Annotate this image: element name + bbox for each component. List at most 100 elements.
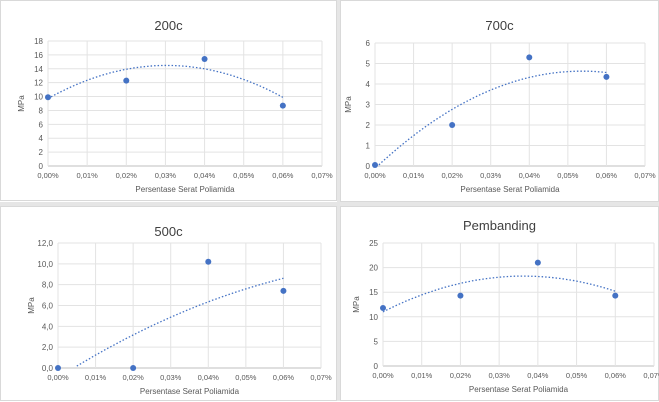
data-point	[279, 102, 286, 109]
y-tick-label: 10	[34, 93, 43, 102]
data-point	[534, 259, 541, 266]
vertical-separator	[337, 0, 340, 401]
x-tick-label: 0,02%	[450, 371, 472, 380]
y-tick-label: 25	[369, 239, 378, 248]
data-point	[201, 56, 208, 63]
x-tick-label: 0,00%	[37, 171, 59, 180]
y-tick-label: 4	[366, 80, 371, 89]
y-tick-label: 4	[39, 134, 44, 143]
y-tick-label: 10,0	[37, 260, 53, 269]
y-tick-label: 18	[34, 37, 43, 46]
x-tick-label: 0,06%	[605, 371, 627, 380]
x-axis-title: Persentase Serat Poliamida	[140, 387, 240, 396]
y-tick-label: 10	[369, 313, 378, 322]
data-point	[372, 161, 378, 168]
chart-title: 700c	[485, 18, 514, 33]
y-tick-label: 8,0	[42, 281, 54, 290]
data-point	[205, 258, 212, 265]
y-tick-label: 15	[369, 288, 378, 297]
x-axis-title: Persentase Serat Poliamida	[469, 385, 569, 394]
x-tick-label: 0,06%	[272, 171, 294, 180]
y-tick-label: 0,0	[42, 364, 54, 373]
x-tick-label: 0,05%	[566, 371, 588, 380]
data-point	[55, 365, 61, 371]
y-tick-label: 6	[39, 120, 44, 129]
x-tick-label: 0,03%	[155, 171, 177, 180]
x-tick-label: 0,04%	[198, 373, 220, 382]
y-tick-label: 0	[374, 362, 379, 371]
y-tick-label: 1	[366, 142, 371, 151]
chart-svg: 0 2 4 6 8 10 12 14 16 18 0,00% 0,01% 0,02% 0,03% 0,04%…	[17, 37, 333, 194]
y-tick-label: 2,0	[42, 343, 54, 352]
y-tick-label: 2	[39, 148, 44, 157]
x-tick-label: 0,04%	[194, 171, 216, 180]
y-tick-label: 4,0	[42, 322, 54, 331]
trendline	[382, 275, 616, 313]
horizontal-separator	[0, 202, 659, 206]
y-tick-label: 14	[34, 65, 43, 74]
x-axis-title: Persentase Serat Poliamida	[460, 185, 560, 194]
x-tick-label: 0,00%	[364, 171, 386, 180]
y-tick-label: 8	[39, 106, 44, 115]
x-tick-label: 0,06%	[273, 373, 295, 382]
chart-title: Pembanding	[463, 218, 536, 233]
chart-title: 500c	[154, 224, 183, 239]
y-tick-label: 5	[374, 337, 379, 346]
data-point	[45, 94, 51, 101]
x-tick-label: 0,03%	[160, 373, 182, 382]
trendline	[47, 64, 284, 100]
x-tick-label: 0,00%	[372, 371, 394, 380]
x-tick-label: 0,03%	[480, 171, 502, 180]
data-point	[612, 292, 619, 299]
x-tick-label: 0,01%	[77, 171, 99, 180]
y-tick-label: 12	[34, 79, 43, 88]
x-tick-label: 0,05%	[235, 373, 257, 382]
x-tick-label: 0,02%	[123, 373, 145, 382]
x-axis-title: Persentase Serat Poliamida	[135, 185, 235, 194]
x-tick-label: 0,04%	[519, 171, 541, 180]
chart-panel-pembanding: Pembanding 0 5 10 15 20 25 0,00% 0,01% 0,02% 0,03…	[340, 206, 659, 401]
y-tick-label: 6,0	[42, 302, 54, 311]
data-point	[280, 287, 287, 294]
data-point	[449, 122, 456, 128]
data-point	[603, 73, 610, 80]
y-tick-label: 12,0	[37, 239, 53, 248]
chart-svg: 0,0 2,0 4,0 6,0 8,0 10,0 12,0 0,00% 0,01% 0,02% 0,…	[27, 239, 332, 396]
chart-svg: 0 5 10 15 20 25 0,00% 0,01% 0,02% 0,03% 0,04% 0,05%…	[352, 239, 659, 394]
y-tick-label: 20	[369, 264, 378, 273]
y-tick-label: 6	[366, 39, 371, 48]
chart-panel-700c: 700c 0 1 2 3 4 5 6 0,00% 0,01% 0,02% 0,03% 0,04% 0,0…	[340, 0, 659, 202]
x-tick-label: 0,07%	[643, 371, 659, 380]
y-tick-label: 0	[39, 162, 44, 171]
x-tick-label: 0,04%	[527, 371, 549, 380]
data-point	[380, 304, 386, 311]
y-axis-title: MPa	[17, 95, 26, 112]
chart-panel-200c: 200c 0 2 4 6 8 10 12 14 16 18 0,00% 0,01% 0,02% 0,03%…	[0, 0, 337, 201]
y-tick-label: 16	[34, 51, 43, 60]
chart-title: 200c	[154, 18, 183, 33]
x-tick-label: 0,01%	[85, 373, 107, 382]
data-point	[526, 54, 533, 61]
x-tick-label: 0,07%	[311, 171, 333, 180]
data-point	[130, 365, 137, 371]
x-tick-label: 0,07%	[310, 373, 332, 382]
y-axis-title: MPa	[344, 96, 353, 113]
x-tick-label: 0,00%	[47, 373, 69, 382]
y-tick-label: 5	[366, 60, 371, 69]
data-point	[457, 292, 464, 299]
x-tick-label: 0,01%	[411, 371, 433, 380]
y-tick-label: 2	[366, 121, 371, 130]
trendline	[76, 277, 284, 367]
x-tick-label: 0,06%	[596, 171, 618, 180]
x-tick-label: 0,03%	[489, 371, 511, 380]
y-tick-label: 0	[366, 162, 371, 171]
chart-panel-500c: 500c 0,0 2,0 4,0 6,0 8,0 10,0 12,0 0,00% 0,01% 0,…	[0, 206, 337, 401]
x-tick-label: 0,07%	[634, 171, 656, 180]
trendline	[378, 70, 607, 166]
x-tick-label: 0,01%	[403, 171, 425, 180]
y-tick-label: 3	[366, 101, 371, 110]
x-tick-label: 0,05%	[557, 171, 579, 180]
y-axis-title: MPa	[352, 296, 361, 313]
x-tick-label: 0,02%	[442, 171, 464, 180]
data-point	[123, 77, 130, 84]
